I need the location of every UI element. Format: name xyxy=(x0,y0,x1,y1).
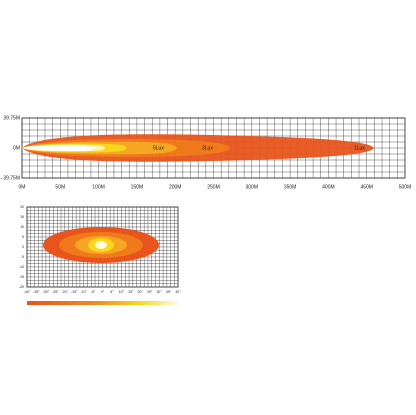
x-label: 15° xyxy=(128,290,134,294)
x-label: 20° xyxy=(138,290,144,294)
x-label: 30° xyxy=(156,290,162,294)
x-label: 50M xyxy=(55,184,65,190)
y-label: -20 xyxy=(19,285,24,289)
y-label: 20 xyxy=(20,205,24,209)
x-label: 25° xyxy=(147,290,153,294)
distance-beam xyxy=(22,134,374,162)
y-label: -10 xyxy=(19,265,24,269)
x-label: -10° xyxy=(80,290,87,294)
x-label: -35° xyxy=(33,290,40,294)
x-label: -25° xyxy=(52,290,59,294)
x-label: 450M xyxy=(360,184,373,190)
x-label: -20° xyxy=(62,290,69,294)
x-label: 250M xyxy=(207,184,220,190)
x-label: -5° xyxy=(91,290,96,294)
x-label: 0° xyxy=(101,290,105,294)
x-label: -15° xyxy=(71,290,78,294)
contour-label: 3Lux xyxy=(202,145,213,151)
x-label: 40° xyxy=(175,290,181,294)
x-label: 0M xyxy=(19,184,26,190)
y-label: -5 xyxy=(21,255,24,259)
y-label: 5 xyxy=(22,235,24,239)
y-label: - 39.75M xyxy=(0,175,20,181)
color-scale xyxy=(27,301,178,305)
angle-beam xyxy=(43,227,159,263)
y-label: 0 xyxy=(22,245,24,249)
x-label: 400M xyxy=(322,184,335,190)
x-label: 5° xyxy=(110,290,114,294)
x-label: 100M xyxy=(92,184,105,190)
contour-label: 5Lux xyxy=(153,145,164,151)
x-label: 200M xyxy=(169,184,182,190)
y-label: 0M xyxy=(13,145,20,151)
contour-label: 1Lux xyxy=(354,145,365,151)
x-label: 350M xyxy=(284,184,297,190)
x-label: 150M xyxy=(131,184,144,190)
y-label: -15 xyxy=(19,275,24,279)
x-label: -30° xyxy=(43,290,50,294)
y-label: 39.75M xyxy=(3,115,20,121)
x-label: 35° xyxy=(166,290,172,294)
x-label: -40° xyxy=(24,290,31,294)
x-label: 10° xyxy=(119,290,125,294)
x-label: 500M xyxy=(399,184,412,190)
y-label: 15 xyxy=(20,215,24,219)
y-label: 10 xyxy=(20,225,24,229)
x-label: 300M xyxy=(246,184,259,190)
